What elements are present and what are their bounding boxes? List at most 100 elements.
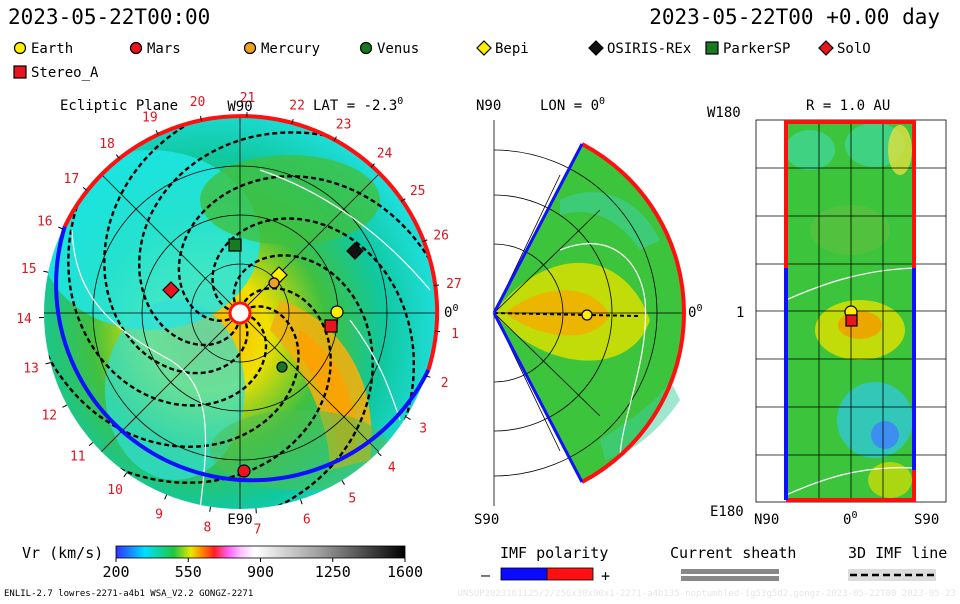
legend-item-mercury: Mercury [245,41,321,57]
carrington-tick-25: 25 [410,184,426,199]
carrington-tick-14: 14 [16,312,32,327]
imf-polarity-legend: IMF polarity – + [481,544,610,585]
carrington-tick-mark [406,417,410,420]
carrington-tick-12: 12 [41,408,57,423]
legend-item-earth: Earth [15,41,74,57]
legend: Earth Mars Mercury Venus Bepi OSIRIS-REx Parke… [14,41,871,81]
sphere-bottom-label: E180 [710,504,744,520]
carrington-tick-7: 7 [254,522,262,537]
meridional-lon-label: LON = 00 [540,96,605,114]
carrington-tick-13: 13 [23,362,39,377]
mars-marker [238,465,250,477]
meridional-top-label: N90 [476,98,501,114]
legend-item-venus: Venus [361,41,420,57]
earth-marker [331,306,343,318]
venus-marker [277,362,287,372]
carrington-tick-1: 1 [451,327,459,342]
legend-item-bepi: Bepi [477,41,529,57]
carrington-tick-mark [43,271,48,272]
carrington-tick-20: 20 [190,95,206,110]
legend-label: OSIRIS-REx [607,41,691,57]
stereo-a-marker [325,320,337,332]
carrington-tick-9: 9 [155,507,163,522]
carrington-tick-3: 3 [419,421,427,436]
carrington-tick-2: 2 [441,376,449,391]
carrington-tick-mark [301,499,303,504]
sphere-mid-label: 1 [736,305,744,321]
carrington-tick-6: 6 [303,512,311,527]
legend-item-parkersp: ParkerSP [706,41,790,57]
legend-marker [15,43,26,54]
imf-minus-label: – [481,566,491,584]
carrington-tick-8: 8 [204,521,212,536]
legend-item-solo: SolO [819,41,871,57]
carrington-tick-mark [124,473,127,477]
carrington-tick-mark [89,442,93,445]
legend-item-osiris-rex: OSIRIS-REx [589,41,691,57]
imf3d-legend: 3D IMF line [848,544,947,581]
carrington-tick-5: 5 [348,491,356,506]
ecliptic-title: Ecliptic Plane [60,98,178,114]
meridional-right-label: 00 [688,303,702,321]
carrington-tick-11: 11 [70,450,86,465]
sphere-stereo-a-marker [846,315,857,326]
ecliptic-top-label: W90 [227,99,252,115]
carrington-tick-mark [58,227,63,229]
ecliptic-lat-label: LAT = -2.30 [313,96,403,114]
carrington-tick-16: 16 [37,215,53,230]
colorbar-tick-label: 200 [102,563,129,581]
date-left: 2023-05-22T00:00 [8,5,210,29]
legend-label: Stereo_A [31,65,99,81]
imf-positive-swatch [547,568,593,580]
legend-marker [131,43,142,54]
imf-negative-swatch [501,568,547,580]
carrington-tick-mark [210,507,211,512]
carrington-tick-27: 27 [446,277,462,292]
legend-label: Bepi [495,41,529,57]
sphere-x-label-left: N90 [754,512,779,528]
carrington-tick-18: 18 [99,137,115,152]
sphere-panel: R = 1.0 AU W180 1 E180 N90 00 S90 [707,98,946,528]
colorbar-label: Vr (km/s) [22,544,103,562]
legend-label: SolO [837,41,871,57]
legend-marker [706,42,718,54]
meridional-panel: N90 LON = 00 S90 00 [474,96,702,528]
meridional-earth-marker [582,310,592,320]
legend-item-stereo-a: Stereo_A [14,65,99,81]
carrington-tick-15: 15 [21,262,37,277]
ecliptic-right-label: 00 [444,303,458,321]
colorbar-tick-label: 550 [175,563,202,581]
sphere-top-label: W180 [707,105,741,121]
footer-right: UNSUP2023161125/2/256x30x90x1-2271-a4b13… [458,589,957,599]
imf-plus-label: + [601,567,610,585]
ecliptic-bottom-label: E90 [227,512,252,528]
imf3d-label: 3D IMF line [848,544,947,562]
carrington-tick-mark [378,452,382,456]
colorbar-gradient [116,546,405,558]
current-sheath-label: Current sheath [670,544,796,562]
parkersp-marker [229,239,241,251]
legend-marker [361,43,372,54]
legend-marker [589,41,603,55]
carrington-tick-26: 26 [433,228,449,243]
legend-item-mars: Mars [131,41,181,57]
carrington-tick-mark [63,405,67,407]
sun-inner-boundary [230,303,250,323]
imf-polarity-label: IMF polarity [500,544,608,562]
carrington-tick-mark [46,363,51,364]
carrington-tick-10: 10 [107,483,123,498]
carrington-tick-22: 22 [289,99,305,114]
carrington-tick-4: 4 [388,461,396,476]
carrington-tick-23: 23 [336,117,352,132]
carrington-tick-mark [165,495,167,500]
carrington-tick-17: 17 [64,172,80,187]
legend-label: Earth [31,41,73,57]
legend-marker [14,66,26,78]
footer-left: ENLIL-2.7 lowres-2271-a4b1 WSA_V2.2 GONG… [4,589,253,599]
colorbar-tick-label: 900 [247,563,274,581]
